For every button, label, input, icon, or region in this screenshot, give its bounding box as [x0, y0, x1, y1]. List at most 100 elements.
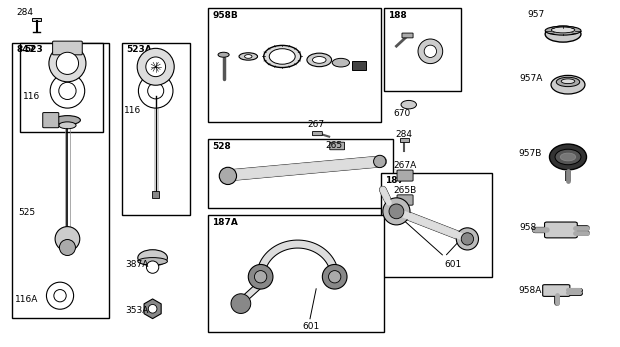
Text: 188: 188	[388, 11, 407, 20]
Ellipse shape	[322, 264, 347, 289]
Ellipse shape	[137, 48, 174, 85]
Ellipse shape	[561, 79, 575, 84]
Ellipse shape	[401, 100, 417, 109]
Text: 267: 267	[307, 120, 324, 129]
Ellipse shape	[555, 149, 581, 165]
Text: 284: 284	[395, 130, 412, 139]
Ellipse shape	[231, 294, 250, 313]
Bar	[12, 43, 109, 318]
FancyBboxPatch shape	[397, 170, 413, 181]
FancyBboxPatch shape	[400, 138, 409, 142]
Ellipse shape	[146, 57, 166, 77]
Text: 601: 601	[445, 260, 462, 269]
Ellipse shape	[332, 58, 350, 67]
FancyBboxPatch shape	[53, 41, 82, 55]
FancyBboxPatch shape	[544, 222, 577, 238]
Ellipse shape	[138, 74, 173, 108]
Ellipse shape	[138, 250, 167, 266]
Text: 957A: 957A	[520, 74, 543, 83]
Ellipse shape	[219, 167, 237, 185]
Ellipse shape	[545, 26, 581, 35]
FancyBboxPatch shape	[402, 33, 413, 38]
Bar	[381, 174, 492, 277]
Ellipse shape	[560, 153, 576, 161]
Ellipse shape	[551, 75, 585, 94]
Ellipse shape	[545, 26, 581, 42]
Ellipse shape	[424, 45, 436, 58]
Text: 957: 957	[527, 10, 544, 19]
Ellipse shape	[374, 155, 386, 168]
Ellipse shape	[50, 74, 85, 108]
Bar	[208, 215, 384, 332]
FancyBboxPatch shape	[542, 285, 570, 296]
Text: 958A: 958A	[518, 286, 542, 295]
Ellipse shape	[248, 264, 273, 289]
Ellipse shape	[59, 82, 76, 100]
FancyBboxPatch shape	[397, 195, 413, 205]
FancyBboxPatch shape	[330, 142, 345, 150]
Ellipse shape	[264, 45, 301, 68]
Text: 528: 528	[213, 142, 231, 151]
Ellipse shape	[383, 198, 410, 225]
Text: 116: 116	[123, 106, 141, 115]
Text: 847: 847	[17, 45, 36, 54]
Ellipse shape	[269, 49, 295, 64]
Bar	[20, 43, 104, 132]
Text: 958B: 958B	[213, 11, 238, 20]
Ellipse shape	[218, 52, 229, 57]
Text: eReplacementParts.com: eReplacementParts.com	[216, 167, 404, 180]
Text: 267A: 267A	[393, 161, 417, 170]
Ellipse shape	[148, 83, 164, 99]
Ellipse shape	[146, 261, 159, 273]
Text: 265B: 265B	[393, 186, 417, 195]
Ellipse shape	[329, 271, 341, 283]
Bar	[384, 8, 461, 91]
Ellipse shape	[307, 53, 332, 67]
Text: 525: 525	[19, 208, 36, 217]
Text: 670: 670	[393, 109, 410, 118]
Ellipse shape	[456, 228, 479, 250]
Ellipse shape	[461, 233, 474, 245]
Ellipse shape	[54, 289, 66, 302]
Ellipse shape	[239, 53, 257, 60]
Bar	[122, 43, 190, 215]
Text: 284: 284	[17, 8, 34, 17]
Polygon shape	[144, 299, 161, 319]
Text: 116: 116	[23, 92, 40, 101]
Bar	[208, 8, 381, 122]
Text: 523: 523	[24, 45, 43, 54]
Ellipse shape	[389, 204, 404, 219]
Bar	[208, 139, 393, 208]
Text: 601: 601	[303, 322, 320, 331]
Ellipse shape	[254, 271, 267, 283]
Text: 265: 265	[326, 141, 343, 150]
Text: 957B: 957B	[518, 149, 542, 158]
Ellipse shape	[549, 144, 587, 170]
Text: 353A: 353A	[125, 306, 148, 315]
Text: 523A: 523A	[126, 45, 152, 54]
Ellipse shape	[46, 282, 74, 309]
Ellipse shape	[59, 122, 76, 129]
Ellipse shape	[55, 227, 80, 251]
Text: 387A: 387A	[125, 260, 148, 269]
Ellipse shape	[56, 52, 79, 74]
Ellipse shape	[148, 304, 157, 313]
Ellipse shape	[49, 45, 86, 82]
Text: 187: 187	[385, 176, 404, 185]
Ellipse shape	[556, 77, 580, 87]
Ellipse shape	[55, 116, 81, 125]
Ellipse shape	[418, 39, 443, 64]
Ellipse shape	[138, 257, 167, 265]
FancyBboxPatch shape	[352, 61, 366, 70]
FancyBboxPatch shape	[43, 112, 59, 128]
Ellipse shape	[312, 57, 326, 63]
FancyBboxPatch shape	[312, 132, 322, 136]
Text: 116A: 116A	[15, 295, 38, 304]
Text: 187A: 187A	[213, 218, 238, 227]
Ellipse shape	[551, 27, 575, 33]
Bar	[152, 192, 159, 197]
FancyBboxPatch shape	[32, 18, 41, 22]
Ellipse shape	[244, 54, 252, 58]
Ellipse shape	[60, 239, 76, 255]
Text: 958: 958	[520, 223, 537, 232]
